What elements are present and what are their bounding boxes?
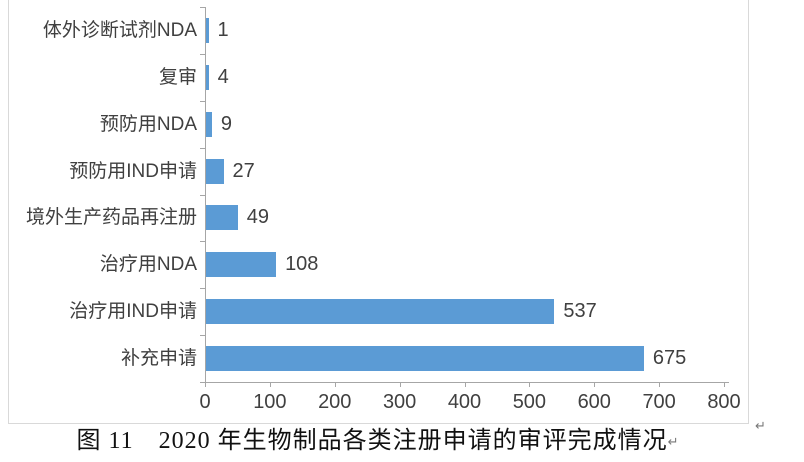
- x-tick-mark: [724, 382, 725, 387]
- x-tick-label: 500: [512, 391, 547, 413]
- value-label: 49: [246, 206, 270, 229]
- category-label: 境外生产药品再注册: [25, 207, 197, 229]
- category-label: 预防用NDA: [99, 113, 197, 135]
- y-axis-line: [205, 7, 206, 382]
- bar: [206, 299, 555, 325]
- bar: [206, 205, 238, 231]
- value-label: 4: [217, 65, 229, 88]
- y-tick-mark: [200, 335, 205, 337]
- category-label: 补充申请: [120, 348, 197, 370]
- y-tick-mark: [200, 194, 205, 196]
- x-tick-label: 100: [253, 391, 287, 413]
- y-tick-mark: [200, 7, 205, 8]
- value-label: 675: [652, 347, 687, 370]
- bar: [206, 17, 209, 43]
- value-label: 537: [563, 300, 597, 323]
- x-tick-label: 0: [199, 391, 211, 413]
- x-tick-mark: [399, 382, 401, 387]
- x-tick-label: 400: [447, 391, 482, 413]
- paragraph-mark-icon: ↵: [755, 418, 766, 433]
- x-tick-mark: [334, 382, 336, 387]
- bar-chart: 体外诊断试剂NDA 1 复审 4 预防用NDA 9 预防用IND申请 27 境外生产药品再注册 4…: [8, 0, 749, 424]
- y-tick-mark: [200, 53, 205, 55]
- bar: [206, 158, 224, 184]
- y-tick-mark: [200, 288, 205, 290]
- category-label: 预防用IND申请: [69, 160, 197, 182]
- bar: [206, 252, 277, 278]
- x-tick-mark: [464, 382, 466, 387]
- bar: [206, 64, 209, 90]
- y-tick-mark: [200, 241, 205, 243]
- bar: [206, 346, 644, 372]
- x-tick-mark: [269, 382, 271, 387]
- x-tick-label: 800: [707, 391, 741, 413]
- category-label: 复审: [158, 66, 197, 88]
- y-tick-mark: [200, 147, 205, 149]
- value-label: 108: [285, 253, 319, 276]
- value-label: 9: [220, 112, 232, 135]
- x-tick-label: 200: [318, 391, 352, 413]
- x-tick-mark: [529, 382, 531, 387]
- x-tick-label: 600: [577, 391, 611, 413]
- category-label: 体外诊断试剂NDA: [42, 19, 197, 41]
- figure-caption: 图 11 2020 年生物制品各类注册申请的审评完成情况↵: [8, 424, 747, 460]
- y-tick-mark: [200, 382, 205, 383]
- x-axis-line: [205, 382, 729, 383]
- bar: [206, 111, 212, 137]
- x-tick-mark: [659, 382, 661, 387]
- category-label: 治疗用IND申请: [69, 301, 197, 323]
- x-tick-label: 300: [382, 391, 417, 413]
- value-label: 27: [232, 159, 255, 182]
- category-label: 治疗用NDA: [99, 254, 197, 276]
- value-label: 1: [217, 18, 229, 41]
- x-tick-mark: [594, 382, 596, 387]
- caption-text: 图 11 2020 年生物制品各类注册申请的审评完成情况: [76, 428, 668, 454]
- x-tick-label: 700: [642, 391, 676, 413]
- x-tick-mark: [205, 382, 206, 387]
- paragraph-mark-icon: ↵: [667, 434, 679, 449]
- y-tick-mark: [200, 100, 205, 102]
